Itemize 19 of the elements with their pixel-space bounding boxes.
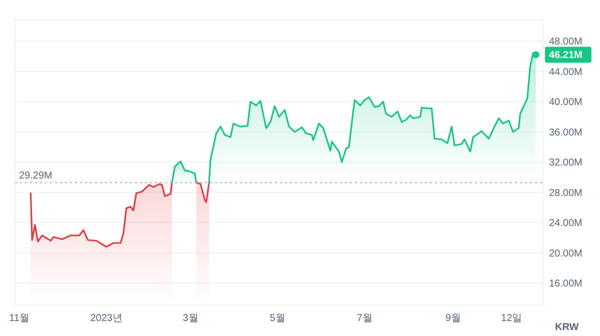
x-tick-label: 9월 bbox=[445, 313, 461, 324]
y-tick-label: 20.00M bbox=[549, 248, 582, 260]
y-tick-label: 44.00M bbox=[549, 66, 582, 78]
y-axis-title: KRW bbox=[555, 322, 580, 333]
y-tick-label: 40.00M bbox=[549, 97, 582, 108]
x-tick-label: 2023년 bbox=[90, 313, 122, 324]
y-tick-label: 16.00M bbox=[549, 278, 582, 290]
ref-line-label: 29.29M bbox=[19, 170, 52, 182]
y-tick-label: 28.00M bbox=[549, 188, 582, 199]
y-tick-label: 24.00M bbox=[549, 218, 582, 230]
x-tick-label: 7월 bbox=[356, 313, 372, 324]
x-tick-label: 12일 bbox=[501, 313, 522, 324]
y-tick-label: 48.00M bbox=[549, 36, 582, 48]
y-tick-label: 32.00M bbox=[549, 158, 582, 169]
x-tick-label: 11월 bbox=[9, 313, 30, 324]
x-tick-label: 3월 bbox=[182, 313, 198, 324]
annotation: 46.21M bbox=[549, 50, 582, 62]
y-tick-label: 36.00M bbox=[549, 127, 582, 138]
x-tick-label: 5월 bbox=[270, 313, 286, 324]
